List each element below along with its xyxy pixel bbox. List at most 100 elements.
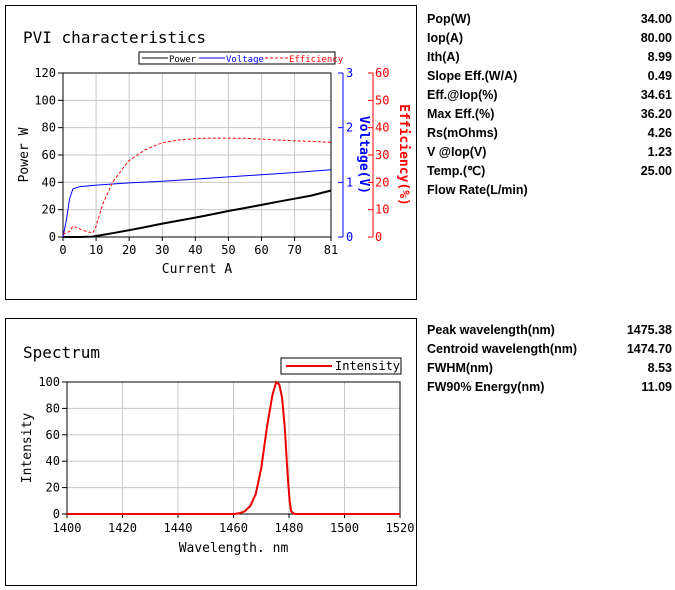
x-tick-label: 1440 bbox=[164, 521, 193, 535]
x-axis-label: Wavelength. nm bbox=[179, 541, 289, 556]
series-line-intensity bbox=[67, 380, 400, 515]
x-tick-label: 1500 bbox=[330, 521, 359, 535]
param-row: Flow Rate(L/min) bbox=[427, 181, 672, 200]
param-row: FW90% Energy(nm) 11.09 bbox=[427, 378, 672, 397]
param-value: 11.09 bbox=[641, 380, 672, 394]
x-tick-label: 1400 bbox=[53, 521, 82, 535]
param-row: FWHM(nm) 8.53 bbox=[427, 359, 672, 378]
x-tick-label: 1460 bbox=[219, 521, 248, 535]
efficiency-tick-label: 30 bbox=[375, 148, 389, 162]
param-row: Ith(A) 8.99 bbox=[427, 48, 672, 67]
param-label: Centroid wavelength(nm) bbox=[427, 342, 578, 356]
param-value: 1474.70 bbox=[626, 342, 672, 356]
x-tick-label: 40 bbox=[188, 243, 202, 257]
y-tick-label: 20 bbox=[42, 203, 56, 217]
spectrum-chart: 0 20 40 60 80 100 1400 1420 1440 1460 1480 1500 1520… bbox=[20, 357, 415, 556]
param-label: Ith(A) bbox=[427, 50, 460, 64]
legend-label-voltage: Voltage bbox=[226, 55, 264, 65]
voltage-tick-label: 1 bbox=[346, 175, 353, 189]
efficiency-tick-label: 40 bbox=[375, 121, 389, 135]
spectrum-legend: Intensity bbox=[280, 357, 402, 375]
param-value: 8.99 bbox=[647, 50, 672, 64]
efficiency-tick-label: 0 bbox=[375, 230, 382, 244]
spectrum-chart-title: Spectrum bbox=[23, 343, 101, 362]
param-value: 80.00 bbox=[640, 31, 672, 45]
x-tick-label: 30 bbox=[155, 243, 169, 257]
x-tick-label: 1480 bbox=[275, 521, 304, 535]
x-tick-label: 0 bbox=[59, 243, 66, 257]
param-value: 1.23 bbox=[647, 145, 672, 159]
efficiency-tick-label: 50 bbox=[375, 93, 389, 107]
param-row: Iop(A) 80.00 bbox=[427, 29, 672, 48]
param-value: 1475.38 bbox=[626, 323, 672, 337]
efficiency-tick-label: 10 bbox=[375, 203, 389, 217]
x-tick-label: 1420 bbox=[108, 521, 137, 535]
param-label: Iop(A) bbox=[427, 31, 464, 45]
param-label: Pop(W) bbox=[427, 12, 471, 26]
param-label: Slope Eff.(W/A) bbox=[427, 69, 518, 83]
x-tick-label: 1520 bbox=[386, 521, 415, 535]
param-label: FWHM(nm) bbox=[427, 361, 493, 375]
pvi-parameters-list: Pop(W) 34.00 Iop(A) 80.00 Ith(A) 8.99 Slope… bbox=[427, 10, 672, 200]
y-axis-label: Power W bbox=[17, 127, 32, 182]
param-label: Flow Rate(L/min) bbox=[427, 183, 528, 197]
param-value: 4.26 bbox=[647, 126, 672, 140]
efficiency-tick-label: 60 bbox=[375, 66, 389, 80]
x-tick-label: 50 bbox=[221, 243, 235, 257]
param-label: Max Eff.(%) bbox=[427, 107, 495, 121]
series-line-efficiency bbox=[62, 137, 332, 235]
param-row: Pop(W) 34.00 bbox=[427, 10, 672, 29]
param-row: Temp.(℃) 25.00 bbox=[427, 162, 672, 181]
series-line-voltage bbox=[62, 169, 332, 238]
param-label: V @Iop(V) bbox=[427, 145, 487, 159]
legend-label-efficiency: Efficiency bbox=[289, 55, 344, 65]
x-tick-label: 70 bbox=[287, 243, 301, 257]
param-value: 34.61 bbox=[640, 88, 672, 102]
x-tick-label: 10 bbox=[89, 243, 103, 257]
x-tick-label: 20 bbox=[122, 243, 136, 257]
pvi-chart-panel: PVI characteristics 0 20 40 60 80 100 120 0 10 20… bbox=[5, 5, 417, 300]
y-tick-label: 120 bbox=[34, 66, 56, 80]
param-label: Eff.@Iop(%) bbox=[427, 88, 498, 102]
y-tick-label: 40 bbox=[42, 175, 56, 189]
x-axis-label: Current A bbox=[162, 262, 233, 277]
y-tick-label: 0 bbox=[53, 507, 60, 521]
param-label: Peak wavelength(nm) bbox=[427, 323, 555, 337]
spectrum-parameters-list: Peak wavelength(nm) 1475.38 Centroid wave… bbox=[427, 321, 672, 397]
legend-box bbox=[138, 51, 336, 65]
y-tick-label: 100 bbox=[34, 93, 56, 107]
x-tick-label: 60 bbox=[254, 243, 268, 257]
y-tick-label: 20 bbox=[46, 481, 60, 495]
param-row: Slope Eff.(W/A) 0.49 bbox=[427, 67, 672, 86]
legend-label-power: Power bbox=[169, 55, 197, 65]
param-row: Eff.@Iop(%) 34.61 bbox=[427, 86, 672, 105]
voltage-tick-label: 0 bbox=[346, 230, 353, 244]
x-tick-label: 81 bbox=[324, 243, 338, 257]
param-row: Peak wavelength(nm) 1475.38 bbox=[427, 321, 672, 340]
param-label: Rs(mOhms) bbox=[427, 126, 498, 140]
param-row: Max Eff.(%) 36.20 bbox=[427, 105, 672, 124]
param-value: 0.49 bbox=[647, 69, 672, 83]
param-value: 34.00 bbox=[640, 12, 672, 26]
param-value: 25.00 bbox=[640, 164, 672, 178]
y-tick-label: 60 bbox=[42, 148, 56, 162]
param-value: 36.20 bbox=[640, 107, 672, 121]
y-tick-label: 100 bbox=[38, 375, 60, 389]
series-line-power bbox=[63, 189, 332, 238]
voltage-tick-label: 3 bbox=[346, 66, 353, 80]
y-tick-label: 60 bbox=[46, 428, 60, 442]
legend-box bbox=[280, 357, 402, 375]
efficiency-axis-label: Efficiency(%) bbox=[396, 104, 411, 206]
pvi-legend: Power Voltage Efficiency bbox=[138, 51, 344, 65]
spectrum-chart-panel: Spectrum 0 20 40 60 80 100 1400 1420 1440 1460 148… bbox=[5, 318, 417, 586]
pvi-chart-title: PVI characteristics bbox=[23, 28, 207, 47]
param-row: Centroid wavelength(nm) 1474.70 bbox=[427, 340, 672, 359]
param-row: Rs(mOhms) 4.26 bbox=[427, 124, 672, 143]
y-tick-label: 80 bbox=[46, 401, 60, 415]
y-axis-label: Intensity bbox=[20, 413, 35, 484]
legend-label-intensity: Intensity bbox=[335, 359, 400, 373]
param-value: 8.53 bbox=[647, 361, 672, 375]
y-tick-label: 80 bbox=[42, 121, 56, 135]
y-tick-label: 0 bbox=[49, 230, 56, 244]
